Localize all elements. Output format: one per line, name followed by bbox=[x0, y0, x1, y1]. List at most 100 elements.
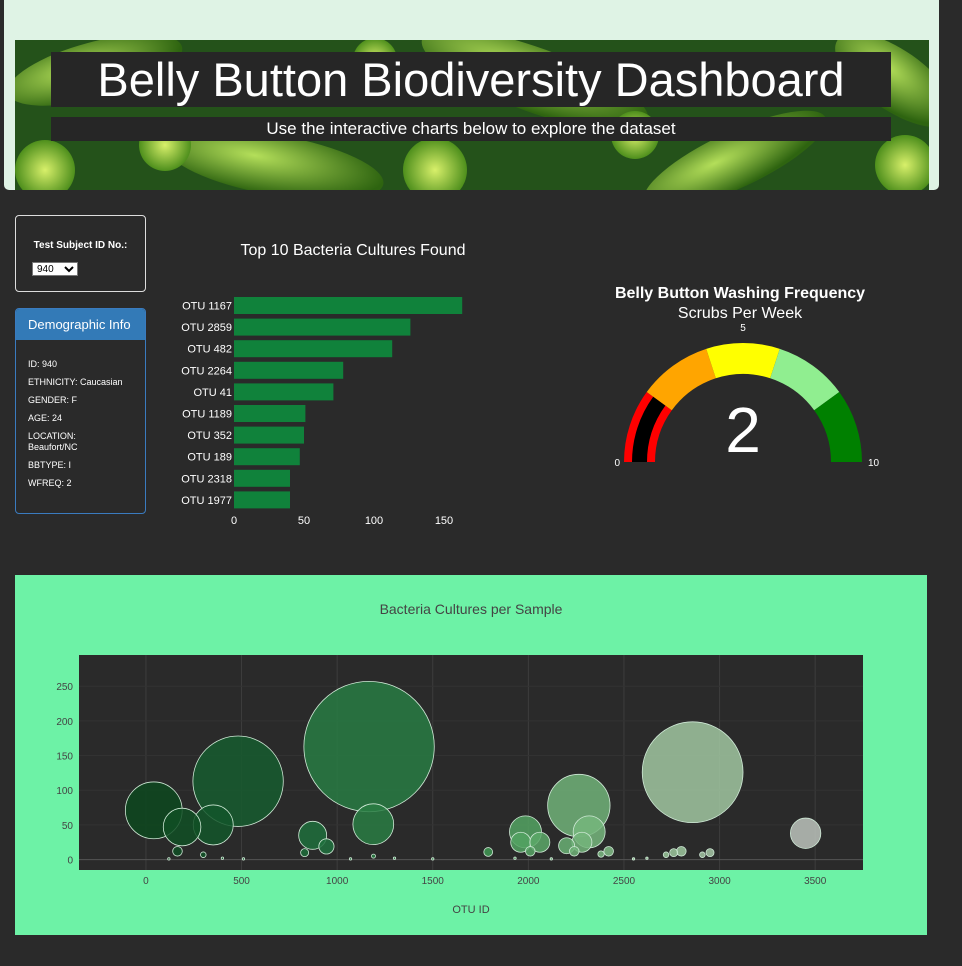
bubble-point[interactable] bbox=[167, 857, 171, 861]
bubble-point[interactable] bbox=[669, 848, 679, 858]
bar-category-label: OTU 482 bbox=[187, 344, 232, 356]
bubble-y-tick: 0 bbox=[67, 856, 73, 867]
gauge-step bbox=[770, 348, 840, 411]
bubble-x-tick: 2500 bbox=[613, 876, 636, 887]
bar-x-tick: 50 bbox=[298, 515, 310, 527]
top-ten-bar-chart: Top 10 Bacteria Cultures Found OTU 1167 O… bbox=[181, 242, 465, 527]
gauge-plot: 2 0 5 10 bbox=[614, 323, 879, 469]
bubble-point[interactable] bbox=[603, 846, 614, 857]
bar-x-tick: 100 bbox=[365, 515, 383, 527]
gauge-title: Belly Button Washing Frequency bbox=[615, 285, 865, 302]
subject-id-select[interactable]: 940 bbox=[32, 262, 78, 276]
bar-chart-title: Top 10 Bacteria Cultures Found bbox=[240, 242, 465, 259]
bar[interactable] bbox=[234, 361, 344, 379]
bubble-point[interactable] bbox=[348, 857, 353, 861]
bar[interactable] bbox=[234, 426, 304, 444]
title-box: Belly Button Biodiversity Dashboard bbox=[51, 52, 891, 107]
bar-chart-plot: OTU 1167 OTU 2859 OTU 482 OTU 2264 OTU 41 OTU… bbox=[181, 297, 463, 527]
bar[interactable] bbox=[234, 383, 334, 401]
bubble-point[interactable] bbox=[513, 856, 517, 860]
bubble-point[interactable] bbox=[645, 856, 649, 860]
bar-category-label: OTU 1189 bbox=[182, 409, 232, 421]
gauge-tick-label: 10 bbox=[868, 458, 880, 469]
demo-wfreq: WFREQ: 2 bbox=[28, 478, 72, 488]
jumbotron: Belly Button Biodiversity Dashboard Use … bbox=[4, 0, 939, 190]
bubble-x-tick: 0 bbox=[143, 876, 149, 887]
demographic-info-panel: Demographic Info ID: 940 ETHNICITY: Cauc… bbox=[15, 308, 146, 514]
page-subtitle: Use the interactive charts below to expl… bbox=[266, 119, 676, 138]
bar[interactable] bbox=[234, 469, 290, 487]
bubble-point[interactable] bbox=[790, 817, 822, 849]
bubble-x-tick: 3500 bbox=[804, 876, 827, 887]
bubble-point[interactable] bbox=[352, 803, 395, 846]
bubble-point[interactable] bbox=[549, 857, 553, 861]
bubble-point[interactable] bbox=[220, 856, 225, 860]
bubble-chart: Bacteria Cultures per Sample 0 500 1000 150… bbox=[56, 601, 863, 916]
bar-category-label: OTU 1167 bbox=[182, 301, 232, 313]
gauge-tick-label: 5 bbox=[740, 323, 746, 334]
bubble-y-tick: 100 bbox=[56, 786, 73, 797]
demo-ethnicity: ETHNICITY: Caucasian bbox=[28, 377, 123, 387]
subject-selector-label: Test Subject ID No.: bbox=[33, 240, 128, 251]
bar[interactable] bbox=[234, 448, 300, 466]
bubble-point[interactable] bbox=[162, 807, 202, 847]
demo-gender: GENDER: F bbox=[28, 395, 78, 405]
bubble-point[interactable] bbox=[431, 857, 435, 861]
gauge-step bbox=[706, 343, 780, 379]
bubble-point[interactable] bbox=[200, 851, 207, 858]
bubble-point[interactable] bbox=[529, 831, 551, 853]
demographic-info-body: ID: 940 ETHNICITY: Caucasian GENDER: F A… bbox=[28, 359, 141, 496]
demo-bbtype: BBTYPE: I bbox=[28, 460, 72, 470]
bubble-x-axis-label: OTU ID bbox=[452, 904, 489, 916]
bar-category-label: OTU 1977 bbox=[181, 495, 232, 507]
bubble-point[interactable] bbox=[303, 680, 435, 813]
bubble-point[interactable] bbox=[483, 847, 494, 857]
bar[interactable] bbox=[234, 297, 463, 314]
bubble-point[interactable] bbox=[705, 848, 715, 858]
bubble-y-tick: 50 bbox=[62, 821, 74, 832]
demo-id: ID: 940 bbox=[28, 359, 58, 369]
bubble-point[interactable] bbox=[676, 846, 687, 857]
bar[interactable] bbox=[234, 405, 306, 422]
bubble-y-tick: 250 bbox=[56, 682, 73, 693]
gauge-step bbox=[814, 392, 862, 462]
bubble-x-tick: 3000 bbox=[708, 876, 731, 887]
bar[interactable] bbox=[234, 318, 411, 336]
bubble-point[interactable] bbox=[641, 721, 744, 824]
bubble-point[interactable] bbox=[699, 851, 706, 858]
bubble-chart-plot: 0 500 1000 1500 2000 2500 3000 3500 0 50 100 150 200… bbox=[56, 655, 863, 887]
bubble-point[interactable] bbox=[371, 853, 376, 859]
bar-category-label: OTU 189 bbox=[187, 452, 232, 464]
bar-category-label: OTU 2264 bbox=[181, 365, 232, 377]
demo-location: LOCATION: Beaufort/NC bbox=[28, 431, 78, 452]
bubble-point[interactable] bbox=[597, 850, 605, 858]
bubble-point[interactable] bbox=[662, 851, 670, 858]
bubble-y-tick: 150 bbox=[56, 752, 73, 763]
subject-selector-card: Test Subject ID No.: 940 bbox=[15, 215, 146, 292]
gauge-subtitle: Scrubs Per Week bbox=[678, 305, 803, 322]
bar[interactable] bbox=[234, 340, 393, 358]
gauge-value: 2 bbox=[725, 394, 761, 466]
bubble-point[interactable] bbox=[318, 838, 335, 855]
bubble-point[interactable] bbox=[172, 846, 183, 857]
bubble-point[interactable] bbox=[300, 848, 310, 858]
bubble-chart-title: Bacteria Cultures per Sample bbox=[380, 601, 563, 617]
bubble-point[interactable] bbox=[192, 735, 284, 827]
bubble-x-tick: 2000 bbox=[517, 876, 540, 887]
bar[interactable] bbox=[234, 491, 290, 509]
bubble-point[interactable] bbox=[569, 846, 580, 857]
bubble-x-tick: 1500 bbox=[422, 876, 445, 887]
bubble-point[interactable] bbox=[631, 857, 636, 861]
demo-age: AGE: 24 bbox=[28, 413, 63, 423]
bar-x-tick: 0 bbox=[231, 515, 237, 527]
bubble-point[interactable] bbox=[392, 856, 397, 860]
bubble-y-tick: 200 bbox=[56, 717, 73, 728]
bubble-point[interactable] bbox=[525, 846, 536, 857]
gauge-tick-label: 0 bbox=[614, 458, 620, 469]
washing-frequency-gauge: Belly Button Washing Frequency Scrubs Pe… bbox=[614, 285, 879, 469]
bar-x-tick: 150 bbox=[435, 515, 453, 527]
bubble-x-tick: 1000 bbox=[326, 876, 349, 887]
gauge-value-bar bbox=[632, 396, 666, 462]
bubble-point[interactable] bbox=[241, 857, 246, 861]
bubble-chart-panel: Bacteria Cultures per Sample 0 500 1000 150… bbox=[15, 575, 927, 935]
